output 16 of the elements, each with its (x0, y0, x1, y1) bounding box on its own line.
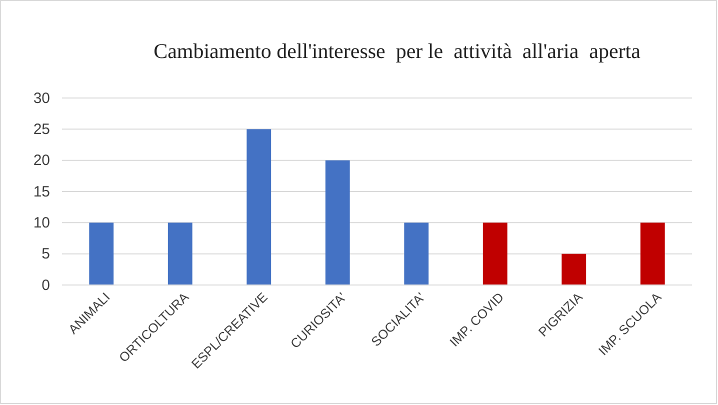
bar (89, 222, 114, 285)
y-tick-label: 10 (33, 214, 50, 232)
y-tick-label: 30 (33, 90, 50, 107)
y-tick-label: 0 (42, 276, 50, 294)
y-tick-label: 20 (33, 152, 50, 170)
y-tick-label: 15 (33, 183, 50, 200)
bar (562, 254, 586, 285)
y-tick-label: 5 (42, 246, 50, 263)
bar (404, 222, 429, 285)
chart-title: Cambiamento dell'interesse per le attività all'aria aperta (154, 39, 642, 63)
y-tick-label: 25 (33, 120, 50, 138)
bar (640, 222, 665, 285)
bar (325, 160, 350, 285)
bar (168, 222, 192, 285)
bar (246, 129, 272, 285)
bar (482, 222, 508, 285)
